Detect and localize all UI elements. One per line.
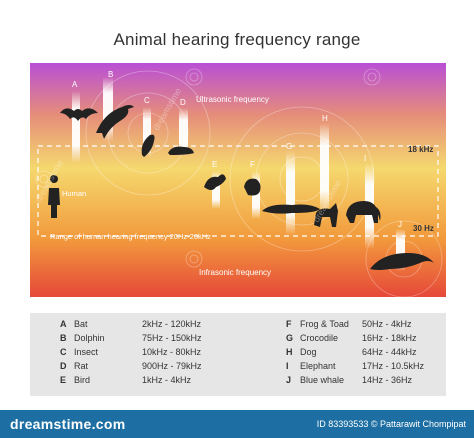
upper-marker-label: 18 kHz xyxy=(408,145,433,154)
legend-name: Blue whale xyxy=(300,375,345,385)
letter-e: E xyxy=(212,160,217,169)
animal-letters: A B C D E F G H I J xyxy=(72,70,402,229)
image-credit: ID 83393533 © Pattarawit Chompipat xyxy=(316,419,466,429)
letter-c: C xyxy=(144,96,150,105)
legend-name: Bat xyxy=(74,319,88,329)
legend-range: 10kHz - 80kHz xyxy=(142,347,202,357)
legend-letter: C xyxy=(60,347,67,357)
legend-range: 900Hz - 79kHz xyxy=(142,361,202,371)
chart-title: Animal hearing frequency range xyxy=(113,30,361,49)
bar-rat xyxy=(179,108,188,156)
letter-d: D xyxy=(180,98,186,107)
legend-letter: B xyxy=(60,333,67,343)
bar-crocodile xyxy=(286,151,295,235)
bar-bird xyxy=(212,171,220,209)
gradient-background xyxy=(30,63,446,297)
legend-range: 64Hz - 44kHz xyxy=(362,347,417,357)
lower-marker-label: 30 Hz xyxy=(413,224,434,233)
legend-range: 17Hz - 10.5kHz xyxy=(362,361,425,371)
legend-name: Dolphin xyxy=(74,333,105,343)
letter-g: G xyxy=(286,142,292,151)
legend-letter: F xyxy=(286,319,292,329)
whale-icon xyxy=(370,253,434,270)
letter-b: B xyxy=(108,70,113,79)
legend-range: 1kHz - 4kHz xyxy=(142,375,192,385)
elephant-icon xyxy=(346,201,381,223)
letter-h: H xyxy=(322,114,328,123)
legend-name: Rat xyxy=(74,361,89,371)
bar-insect xyxy=(143,107,151,157)
silhouettes xyxy=(48,105,434,270)
dreamstime-logo[interactable]: dreamstime.com xyxy=(10,416,126,432)
legend-letter: D xyxy=(60,361,67,371)
bar-bat xyxy=(72,91,80,163)
legend-range: 14Hz - 36Hz xyxy=(362,375,413,385)
dolphin-icon xyxy=(96,105,134,139)
rat-icon xyxy=(158,146,194,157)
legend-letter: J xyxy=(286,375,292,385)
infrasonic-label: Infrasonic frequency xyxy=(199,268,271,277)
legend-name: Elephant xyxy=(300,361,336,371)
human-icon xyxy=(48,175,60,218)
frog-icon xyxy=(244,178,261,196)
frequency-chart: A B C D E F G H I J Ultrasonic frequency… xyxy=(30,63,446,297)
legend-name: Dog xyxy=(300,347,317,357)
bar-dog xyxy=(320,123,329,213)
human-range-label: Range of human hearing frequency 20Hz-20… xyxy=(50,232,211,241)
bar-whale xyxy=(396,229,405,271)
dog-icon xyxy=(314,203,338,227)
letter-i: I xyxy=(364,154,366,163)
legend-range: 16Hz - 18kHz xyxy=(362,333,417,343)
legend-name: Frog & Toad xyxy=(300,319,349,329)
legend: A Bat 2kHz - 120kHz B Dolphin 75Hz - 150… xyxy=(30,313,446,396)
bar-dolphin xyxy=(103,77,113,141)
letter-a: A xyxy=(72,80,78,89)
bird-icon xyxy=(204,174,226,190)
legend-letter: E xyxy=(60,375,67,385)
letter-j: J xyxy=(398,220,402,229)
legend-name: Bird xyxy=(74,375,91,385)
legend-letter: A xyxy=(60,319,67,329)
ultrasonic-label: Ultrasonic frequency xyxy=(196,95,269,104)
bat-icon xyxy=(60,108,98,121)
legend-name: Crocodile xyxy=(300,333,339,343)
legend-range: 75Hz - 150kHz xyxy=(142,333,202,343)
legend-letter: G xyxy=(286,333,294,343)
legend-range: 50Hz - 4kHz xyxy=(362,319,412,329)
insect-icon xyxy=(141,131,158,157)
human-label: Human xyxy=(62,189,86,198)
letter-f: F xyxy=(250,160,255,169)
human-range-frame xyxy=(37,145,439,237)
footer-bar: dreamstime.com ID 83393533 © Pattarawit … xyxy=(0,410,474,438)
legend-name: Insect xyxy=(74,347,99,357)
legend-letter: I xyxy=(286,361,289,371)
legend-letter: H xyxy=(286,347,293,357)
crocodile-icon xyxy=(262,204,320,214)
legend-range: 2kHz - 120kHz xyxy=(142,319,202,329)
